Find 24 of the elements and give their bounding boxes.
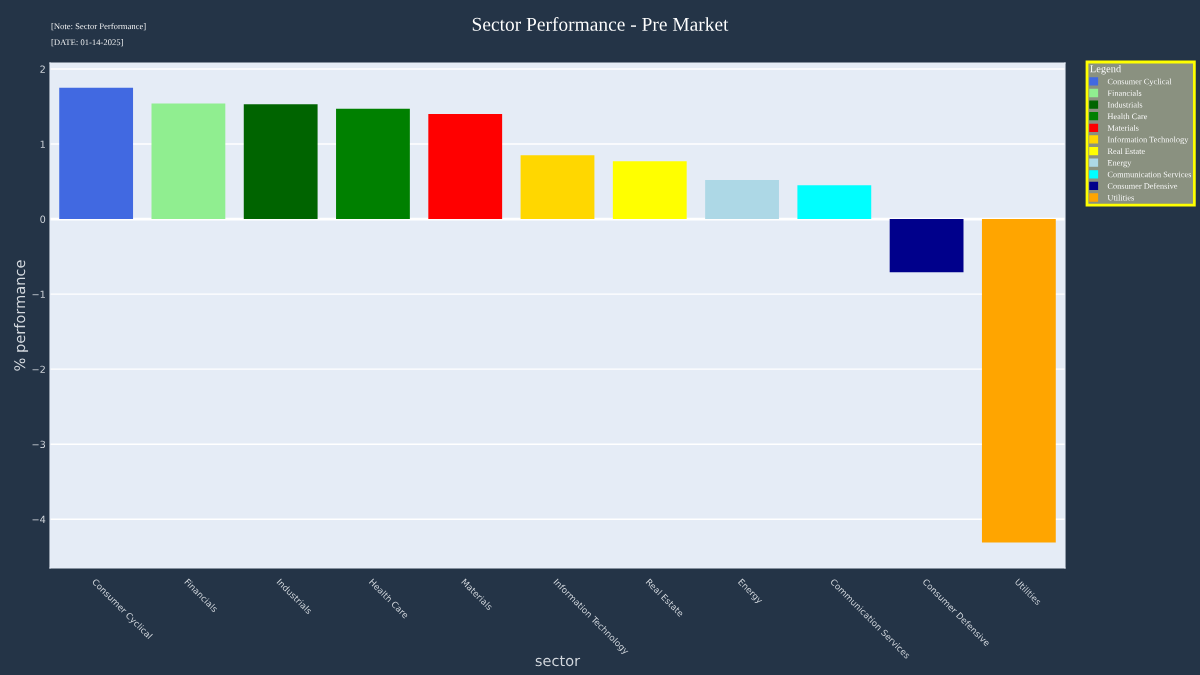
- legend-label: Consumer Defensive: [1107, 182, 1178, 189]
- legend-label: Real Estate: [1107, 148, 1145, 154]
- y-tick-label: 0: [40, 215, 46, 223]
- legend-label: Materials: [1107, 124, 1139, 131]
- legend-label: Communication Services: [1107, 171, 1192, 178]
- y-axis-title: % performance: [13, 260, 29, 371]
- y-tick-label: 2: [40, 65, 45, 73]
- legend-label: Utilities: [1107, 194, 1134, 201]
- y-tick-label: −4: [32, 515, 46, 523]
- text: [Note: Sector Performance]: [51, 23, 146, 31]
- y-tick-label: −3: [32, 440, 46, 449]
- legend-label: Consumer Cyclical: [1107, 78, 1172, 87]
- legend-label: Information Technology: [1107, 136, 1189, 145]
- legend-label: Health Care: [1107, 113, 1148, 120]
- chart-title: Sector Performance - Pre Market: [472, 16, 729, 31]
- legend-label: Industrials: [1107, 101, 1143, 108]
- y-tick-label: 1: [40, 140, 45, 148]
- text: [DATE: 01-14-2025]: [51, 39, 123, 47]
- y-tick-label: −2: [32, 365, 45, 373]
- legend-label: Energy: [1107, 160, 1132, 168]
- legend-label: Financials: [1107, 90, 1142, 96]
- legend-title: Legend: [1090, 64, 1122, 75]
- x-axis-title: sector: [535, 655, 581, 667]
- y-tick-label: −1: [32, 290, 45, 298]
